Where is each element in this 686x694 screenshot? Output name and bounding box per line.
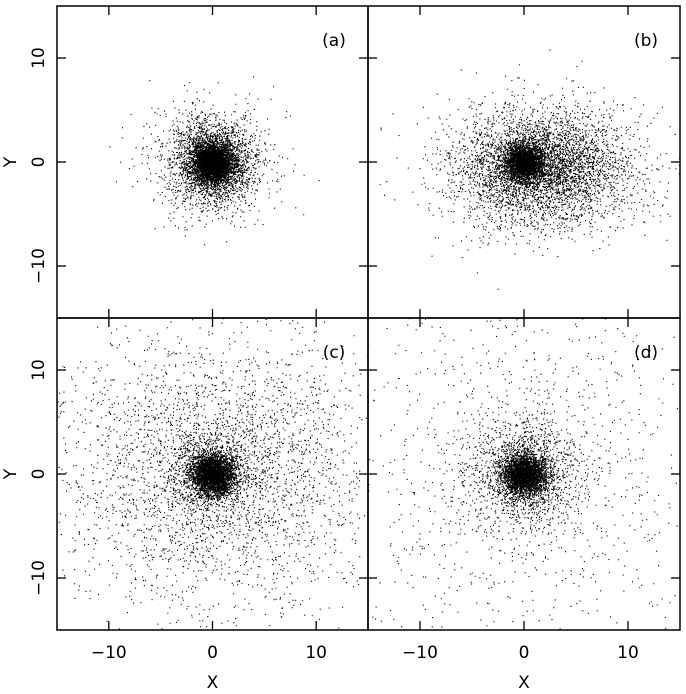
x-tick-label: 0	[519, 643, 530, 663]
panel-label: (c)	[323, 343, 346, 363]
panel-d-scatter	[368, 318, 678, 630]
y-tick-label: 0	[29, 157, 49, 168]
panel-a-points	[109, 76, 320, 246]
y-axis-label: Y	[1, 468, 21, 480]
panel-d-points	[368, 318, 678, 630]
panel-c-scatter	[57, 318, 368, 630]
x-tick-label: 0	[207, 643, 218, 663]
x-axis-label: X	[518, 673, 530, 693]
y-tick-label: 0	[29, 469, 49, 480]
y-tick-label: 10	[29, 359, 49, 381]
x-tick-label: 10	[305, 643, 327, 663]
panel-a-scatter	[109, 76, 320, 246]
panel-b-scatter	[379, 49, 680, 290]
y-tick-label: 10	[29, 47, 49, 69]
y-tick-label: −10	[29, 560, 49, 596]
panel-label: (a)	[322, 31, 346, 51]
panel-b-points	[379, 49, 680, 290]
x-axis-label: X	[207, 673, 219, 693]
y-tick-label: −10	[29, 248, 49, 284]
y-axis-label: Y	[1, 156, 21, 168]
x-tick-label: −10	[402, 643, 438, 663]
panel-c-points	[57, 318, 368, 630]
x-tick-label: −10	[91, 643, 127, 663]
panel-frame	[367, 317, 681, 631]
x-tick-label: 10	[617, 643, 639, 663]
panel-label: (b)	[634, 31, 658, 51]
panel-label: (d)	[634, 343, 658, 363]
